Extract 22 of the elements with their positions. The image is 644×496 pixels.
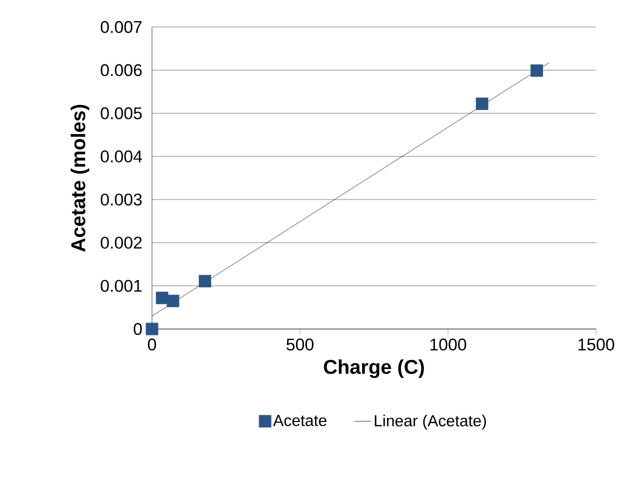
legend-label: Linear (Acetate)	[374, 414, 486, 430]
point	[530, 64, 544, 77]
x-tick-label: 1000	[430, 338, 466, 351]
point	[156, 292, 168, 304]
y-tick-label: 0	[134, 323, 142, 335]
x-tick-label: 1500	[578, 338, 614, 351]
y-axis-title: Acetate (moles)	[70, 104, 90, 252]
y-tick-label: 0.002	[100, 236, 142, 249]
y-tick-label: 0.007	[100, 21, 142, 33]
x-axis-title: Charge (C)	[324, 359, 424, 378]
y-tick-label: 0.003	[100, 194, 142, 206]
point	[198, 274, 212, 288]
point	[146, 322, 158, 336]
x-tick-label: 0	[148, 338, 156, 351]
point	[166, 294, 180, 308]
legend-label: Acetate	[273, 415, 326, 426]
y-tick-label: 0.001	[100, 280, 142, 292]
y-tick-label: 0.005	[100, 107, 142, 120]
point	[476, 98, 488, 110]
y-tick-label: 0.004	[100, 150, 142, 162]
x-tick-label: 500	[286, 338, 314, 351]
y-tick-label: 0.006	[100, 64, 142, 76]
